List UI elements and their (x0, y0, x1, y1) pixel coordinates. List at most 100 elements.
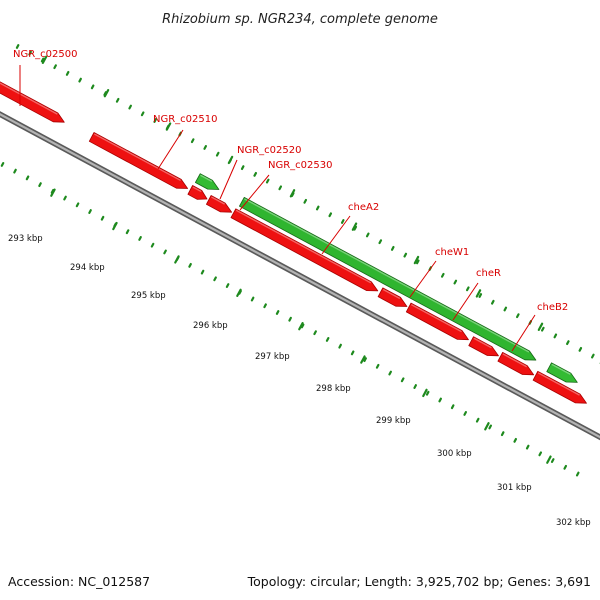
upper-tick (265, 178, 270, 184)
lower-tick (550, 458, 555, 463)
accession-text: Accession: NC_012587 (8, 574, 150, 589)
lower-tick (38, 182, 42, 188)
upper-tick (153, 118, 157, 123)
upper-tick (591, 353, 595, 359)
gene-ngr-c02510-highlight (93, 133, 181, 182)
lower-tick (225, 283, 230, 288)
upper-tick (303, 198, 308, 204)
lower-tick (538, 451, 543, 457)
gene-green-small-highlight (200, 174, 213, 182)
gene-features (0, 81, 587, 404)
upper-tick (541, 326, 545, 332)
gene-ngr-c02530 (205, 195, 233, 213)
upper-tick (90, 84, 95, 90)
upper-tick (190, 138, 195, 144)
gene-label-ngr-c02500: NGR_c02500 (13, 49, 78, 60)
lower-tick (300, 323, 305, 329)
lower-tick (575, 471, 580, 477)
upper-major-tick (475, 289, 482, 298)
upper-tick (65, 70, 70, 76)
callout-line-cheb2 (511, 314, 536, 352)
callout-line-ngr-c02530 (239, 174, 270, 211)
upper-tick (478, 293, 483, 298)
upper-tick-track (15, 44, 600, 364)
lower-tick-track (0, 161, 580, 477)
gene-ngr-c02510-arrow (88, 132, 189, 189)
lower-tick (0, 161, 5, 167)
lower-tick (313, 330, 317, 336)
lower-tick (263, 303, 267, 309)
upper-tick (553, 333, 558, 339)
upper-tick (40, 57, 45, 63)
gene-chea2 (230, 208, 379, 292)
lower-tick (388, 370, 392, 376)
upper-tick (503, 306, 508, 312)
kbp-label-297-kbp: 297 kbp (255, 352, 290, 362)
gene-chew1-arrow (377, 287, 408, 307)
lower-tick (525, 444, 530, 450)
kbp-label-302-kbp: 302 kbp (556, 518, 591, 528)
lower-tick (375, 363, 380, 369)
upper-tick (578, 346, 583, 352)
lower-major-tick (546, 455, 552, 464)
gene-chew1 (377, 287, 408, 307)
lower-tick (425, 390, 430, 396)
upper-tick (315, 205, 320, 211)
lower-major-tick (174, 255, 180, 264)
lower-major-tick (112, 221, 118, 231)
upper-major-tick (537, 322, 544, 331)
upper-tick (253, 171, 258, 177)
lower-tick (350, 350, 355, 356)
lower-tick (325, 336, 330, 342)
gene-green-right-highlight (551, 363, 571, 375)
upper-major-tick (165, 122, 172, 131)
lower-tick (500, 431, 505, 437)
lower-major-tick (422, 388, 428, 398)
upper-tick (15, 44, 20, 49)
gene-ngr-c02520-arrow (187, 185, 208, 200)
kbp-label-295-kbp: 295 kbp (131, 291, 166, 301)
upper-tick (78, 77, 82, 83)
kbp-scale-labels: 293 kbp 294 kbp 295 kbp 296 kbp 297 kbp 298 k… (8, 234, 591, 528)
upper-major-tick (227, 155, 234, 165)
upper-tick (215, 151, 220, 157)
lower-major-tick (484, 422, 490, 431)
lower-tick (513, 437, 518, 443)
upper-tick (465, 286, 470, 292)
upper-tick (440, 272, 445, 278)
backbone-highlight (0, 112, 600, 439)
callout-line-chea2 (321, 215, 351, 255)
upper-major-tick (289, 189, 296, 198)
gene-label-ngr-c02510: NGR_c02510 (153, 114, 218, 125)
lower-tick (250, 296, 255, 302)
upper-tick (115, 97, 120, 103)
upper-tick (353, 225, 358, 231)
callout-line-cher (452, 282, 479, 321)
lower-tick (413, 384, 417, 389)
lower-tick (363, 357, 367, 363)
lower-tick (138, 236, 142, 241)
gene-green-small-arrow (194, 173, 220, 190)
lower-major-tick (360, 355, 366, 364)
upper-tick (390, 245, 395, 251)
gene-cher-arrow (405, 302, 469, 341)
gene-cher (405, 302, 469, 341)
upper-tick (128, 104, 132, 110)
upper-major-tick (41, 55, 48, 64)
lower-tick (463, 411, 468, 416)
gene-ngr-c02500-arrow (0, 81, 65, 123)
lower-tick (275, 310, 280, 315)
lower-tick (63, 195, 67, 201)
lower-tick (200, 269, 205, 275)
gene-label-chea2: cheA2 (348, 202, 379, 213)
upper-tick (453, 279, 458, 285)
lower-tick (150, 242, 155, 248)
callout-line-chew1 (409, 260, 437, 298)
kbp-label-298-kbp: 298 kbp (316, 384, 351, 394)
upper-tick (378, 239, 383, 245)
upper-major-tick (413, 255, 420, 265)
lower-tick (450, 404, 455, 410)
upper-major-tick (103, 89, 110, 98)
gene-chew1-highlight (382, 288, 401, 300)
